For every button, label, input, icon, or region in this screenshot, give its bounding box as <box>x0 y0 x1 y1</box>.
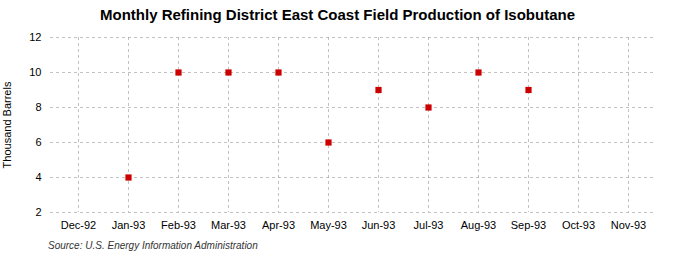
svg-text:Oct-93: Oct-93 <box>562 219 595 231</box>
svg-text:Thousand Barrels: Thousand Barrels <box>1 81 13 168</box>
svg-text:8: 8 <box>35 101 41 113</box>
svg-text:2: 2 <box>35 206 41 218</box>
svg-text:10: 10 <box>29 66 41 78</box>
svg-text:Aug-93: Aug-93 <box>461 219 496 231</box>
svg-text:Apr-93: Apr-93 <box>262 219 295 231</box>
svg-text:4: 4 <box>35 171 41 183</box>
html-text:Monthly Refining District East: Monthly Refining District East Coast Fie… <box>100 6 575 23</box>
svg-text:Jun-93: Jun-93 <box>362 219 396 231</box>
svg-text:May-93: May-93 <box>310 219 347 231</box>
svg-text:Jul-93: Jul-93 <box>414 219 444 231</box>
html-text:Source: U.S. Energy Informatio: Source: U.S. Energy Information Administ… <box>48 240 258 251</box>
svg-text:Mar-93: Mar-93 <box>211 219 246 231</box>
svg-text:6: 6 <box>35 136 41 148</box>
svg-text:Feb-93: Feb-93 <box>161 219 196 231</box>
svg-text:Dec-92: Dec-92 <box>61 219 96 231</box>
svg-text:12: 12 <box>29 31 41 43</box>
svg-text:Sep-93: Sep-93 <box>511 219 546 231</box>
svg-text:Nov-93: Nov-93 <box>611 219 646 231</box>
svg-text:Jan-93: Jan-93 <box>112 219 146 231</box>
